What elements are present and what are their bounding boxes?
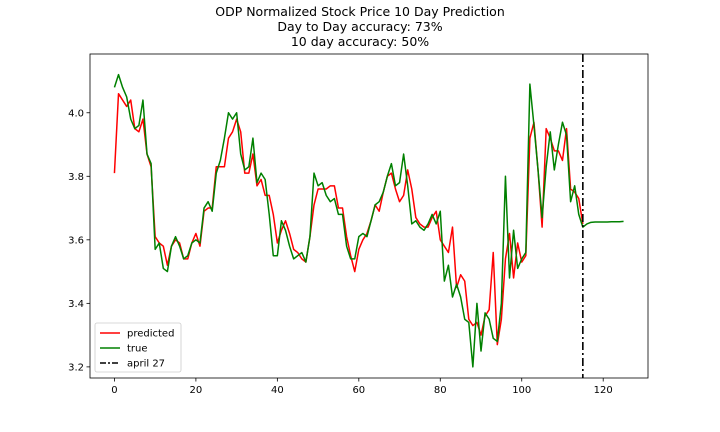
plot-area	[113, 54, 624, 378]
x-tick-label: 100	[512, 385, 531, 396]
y-tick-label: 3.4	[68, 299, 84, 310]
y-tick-label: 3.8	[68, 172, 84, 183]
chart-title: ODP Normalized Stock Price 10 Day Predic…	[215, 4, 505, 19]
y-tick-label: 3.6	[68, 235, 84, 246]
x-tick-label: 60	[352, 385, 365, 396]
axes: 0 20 40 60 80 100 120 3.2 3.4 3.6 3.8 4.0	[68, 53, 649, 396]
y-tick-label: 3.2	[68, 362, 84, 373]
chart-subtitle-day-accuracy: Day to Day accuracy: 73%	[277, 19, 443, 34]
series-line-true	[113, 73, 624, 368]
legend-box	[94, 322, 182, 373]
legend-label-april-27: april 27	[127, 359, 165, 370]
chart-subtitle-ten-day-accuracy: 10 day accuracy: 50%	[290, 34, 430, 49]
legend: predicted true april 27	[94, 322, 182, 373]
y-tick-label: 4.0	[68, 108, 84, 119]
series-line-predicted	[113, 92, 584, 346]
x-tick-label: 0	[111, 385, 117, 396]
x-tick-label: 120	[594, 385, 613, 396]
legend-label-predicted: predicted	[127, 329, 174, 340]
x-tick-label: 40	[271, 385, 284, 396]
plot-frame	[89, 53, 649, 379]
x-tick-label: 80	[434, 385, 447, 396]
legend-label-true: true	[127, 344, 148, 355]
x-tick-label: 20	[190, 385, 203, 396]
